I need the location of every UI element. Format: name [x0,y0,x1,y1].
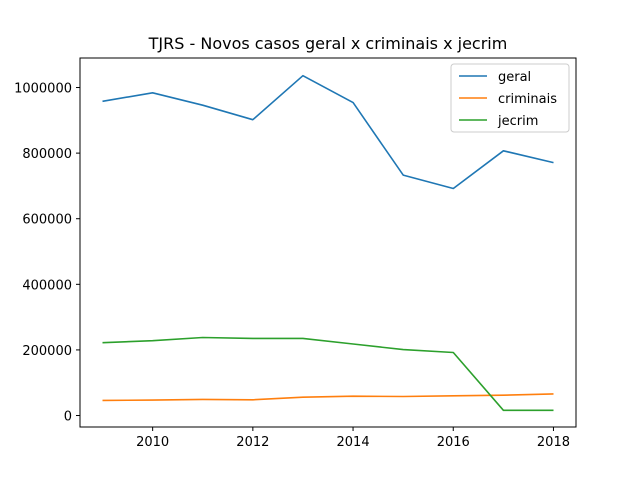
series-line-geral [102,74,554,190]
x-tick-label: 2012 [236,435,269,450]
y-tick-label: 600000 [22,213,72,228]
legend-label-criminais: criminais [498,92,557,107]
legend-label-jecrim: jecrim [497,114,538,129]
plot-area [79,57,577,428]
x-tick-label: 2010 [136,435,169,450]
x-axis: 2010 2012 2014 2016 2018 [136,427,570,450]
y-tick-label: 200000 [22,344,72,359]
series-line-jecrim [102,336,554,412]
y-tick-label: 1000000 [14,82,72,97]
x-tick-label: 2014 [337,435,370,450]
x-tick-label: 2016 [437,435,470,450]
series-line-criminais [102,393,554,402]
x-tick-label: 2018 [537,435,570,450]
chart-title: TJRS - Novos casos geral x criminais x j… [148,34,508,53]
y-axis: 0 200000 400000 600000 800000 1000000 [14,82,80,425]
y-tick-label: 800000 [22,147,72,162]
legend: geral criminais jecrim [450,63,570,133]
series-group [102,74,554,412]
y-tick-label: 400000 [22,278,72,293]
legend-label-geral: geral [498,70,531,85]
legend-box [450,63,570,133]
plot-frame [79,57,577,428]
y-tick-label: 0 [64,410,72,425]
